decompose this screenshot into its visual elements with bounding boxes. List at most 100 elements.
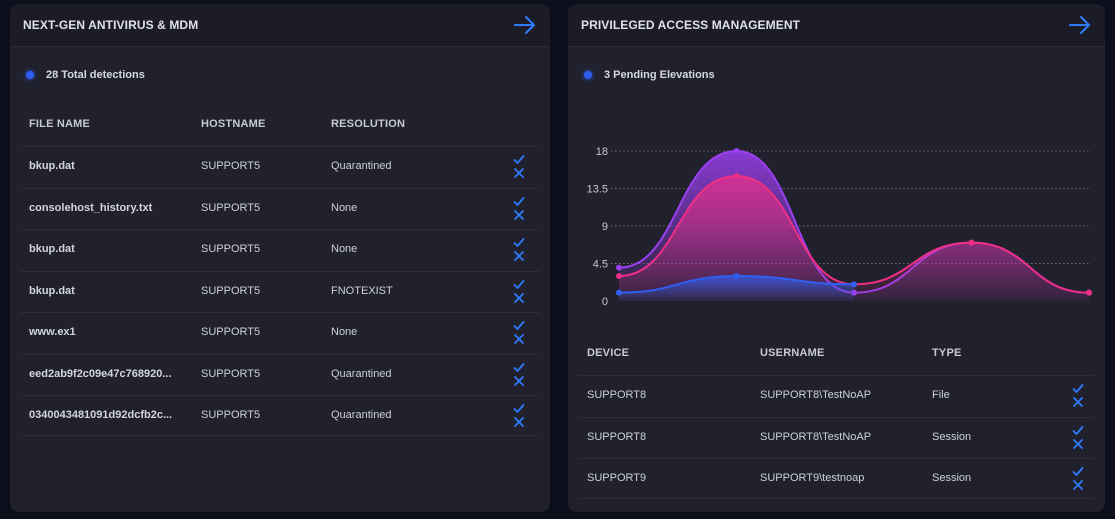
table-row[interactable]: SUPPORT8 SUPPORT8\TestNoAP File bbox=[578, 375, 1095, 416]
close-icon[interactable] bbox=[513, 333, 525, 345]
data-point bbox=[851, 281, 857, 288]
table-row[interactable]: SUPPORT8 SUPPORT8\TestNoAP Session bbox=[578, 416, 1095, 458]
elevations-chart: 0 4.5 9 13.5 18 bbox=[568, 134, 1105, 314]
username-cell: SUPPORT8\TestNoAP bbox=[760, 430, 872, 443]
device-cell: SUPPORT8 bbox=[587, 430, 647, 443]
row-actions bbox=[1072, 425, 1084, 451]
antivirus-card: NEXT-GEN ANTIVIRUS & MDM 28 Total detect… bbox=[10, 4, 550, 512]
table-row[interactable]: eed2ab9f2c09e47c768920... SUPPORT5 Quarant… bbox=[20, 353, 540, 395]
file-name-cell: www.ex1 bbox=[29, 326, 76, 338]
pam-card-header: PRIVILEGED ACCESS MANAGEMENT bbox=[568, 4, 1105, 47]
elevations-summary: 3 Pending Elevations bbox=[584, 68, 715, 82]
table-row[interactable]: bkup.dat SUPPORT5 Quarantined bbox=[20, 146, 540, 187]
data-point bbox=[968, 239, 975, 246]
file-name-cell: consolehost_history.txt bbox=[29, 201, 153, 214]
device-cell: SUPPORT9 bbox=[587, 472, 647, 484]
antivirus-card-header: NEXT-GEN ANTIVIRUS & MDM bbox=[10, 4, 550, 47]
series-area-1 bbox=[619, 176, 1089, 301]
column-header-resolution[interactable]: RESOLUTION bbox=[331, 118, 406, 130]
data-point bbox=[733, 273, 740, 279]
file-name-cell: bkup.dat bbox=[29, 160, 75, 172]
pam-open-arrow-icon[interactable] bbox=[1069, 15, 1091, 35]
resolution-cell: Quarantined bbox=[331, 160, 392, 172]
hostname-cell: SUPPORT5 bbox=[201, 409, 261, 421]
data-point bbox=[733, 173, 740, 179]
close-icon[interactable] bbox=[513, 416, 525, 428]
y-tick-label: 18 bbox=[596, 146, 608, 158]
table-row[interactable]: SUPPORT9 SUPPORT9\testnoap Session bbox=[578, 458, 1095, 499]
pam-card-title: PRIVILEGED ACCESS MANAGEMENT bbox=[581, 18, 801, 32]
antivirus-open-arrow-icon[interactable] bbox=[514, 15, 536, 35]
hostname-cell: SUPPORT5 bbox=[201, 160, 261, 172]
data-point bbox=[616, 289, 622, 296]
y-tick-label: 13.5 bbox=[587, 184, 608, 196]
pending-elevations-count: 3 Pending Elevations bbox=[604, 69, 715, 81]
table-row[interactable]: consolehost_history.txt SUPPORT5 None bbox=[20, 187, 540, 229]
row-actions bbox=[513, 237, 525, 263]
row-actions bbox=[513, 362, 525, 388]
row-actions bbox=[513, 154, 525, 180]
hostname-cell: SUPPORT5 bbox=[201, 201, 261, 214]
column-header-type[interactable]: TYPE bbox=[932, 347, 962, 359]
resolution-cell: None bbox=[331, 326, 358, 338]
file-name-cell: 0340043481091d92dcfb2c... bbox=[29, 409, 173, 421]
series-line-1 bbox=[618, 174, 1090, 294]
hostname-cell: SUPPORT5 bbox=[201, 326, 261, 338]
table-row[interactable]: 0340043481091d92dcfb2c... SUPPORT5 Quarant… bbox=[20, 395, 540, 436]
check-icon[interactable] bbox=[513, 362, 525, 373]
check-icon[interactable] bbox=[1072, 425, 1084, 436]
username-cell: SUPPORT9\testnoap bbox=[760, 472, 865, 484]
close-icon[interactable] bbox=[1072, 438, 1084, 450]
check-icon[interactable] bbox=[1072, 466, 1084, 477]
type-cell: Session bbox=[932, 430, 972, 443]
row-actions bbox=[513, 196, 525, 222]
check-icon[interactable] bbox=[1072, 383, 1084, 394]
check-icon[interactable] bbox=[513, 154, 525, 165]
close-icon[interactable] bbox=[513, 375, 525, 387]
row-actions bbox=[513, 403, 525, 429]
file-name-cell: bkup.dat bbox=[29, 243, 75, 255]
table-row[interactable]: bkup.dat SUPPORT5 None bbox=[20, 229, 540, 270]
resolution-cell: Quarantined bbox=[331, 409, 392, 421]
check-icon[interactable] bbox=[513, 320, 525, 331]
close-icon[interactable] bbox=[513, 167, 525, 179]
check-icon[interactable] bbox=[513, 196, 525, 207]
data-point bbox=[733, 148, 740, 154]
resolution-cell: Quarantined bbox=[331, 367, 392, 380]
resolution-cell: None bbox=[331, 243, 358, 255]
table-row[interactable]: www.ex1 SUPPORT5 None bbox=[20, 312, 540, 353]
column-header-hostname[interactable]: HOSTNAME bbox=[201, 118, 266, 130]
close-icon[interactable] bbox=[513, 250, 525, 262]
close-icon[interactable] bbox=[513, 292, 525, 304]
series-area-2 bbox=[619, 276, 854, 301]
detections-summary: 28 Total detections bbox=[26, 68, 145, 82]
data-point bbox=[1086, 289, 1092, 296]
column-header-username[interactable]: USERNAME bbox=[760, 347, 825, 359]
resolution-cell: FNOTEXIST bbox=[331, 284, 393, 297]
antivirus-card-title: NEXT-GEN ANTIVIRUS & MDM bbox=[23, 18, 199, 32]
table-row[interactable]: bkup.dat SUPPORT5 FNOTEXIST bbox=[20, 270, 540, 312]
file-name-cell: eed2ab9f2c09e47c768920... bbox=[29, 367, 172, 380]
status-dot-icon bbox=[26, 71, 34, 79]
column-header-file-name[interactable]: FILE NAME bbox=[29, 118, 91, 130]
username-cell: SUPPORT8\TestNoAP bbox=[760, 389, 872, 401]
check-icon[interactable] bbox=[513, 279, 525, 290]
row-actions bbox=[1072, 383, 1084, 409]
elevations-chart-svg: 0 4.5 9 13.5 18 bbox=[587, 146, 1092, 308]
type-cell: File bbox=[932, 389, 950, 401]
check-icon[interactable] bbox=[513, 237, 525, 248]
close-icon[interactable] bbox=[513, 209, 525, 221]
data-point bbox=[616, 273, 622, 279]
check-icon[interactable] bbox=[513, 403, 525, 414]
resolution-cell: None bbox=[331, 201, 358, 214]
column-header-device[interactable]: DEVICE bbox=[587, 347, 630, 359]
hostname-cell: SUPPORT5 bbox=[201, 284, 261, 297]
y-tick-label: 0 bbox=[602, 296, 608, 308]
file-name-cell: bkup.dat bbox=[29, 284, 75, 297]
data-point bbox=[616, 264, 622, 271]
hostname-cell: SUPPORT5 bbox=[201, 243, 261, 255]
close-icon[interactable] bbox=[1072, 396, 1084, 408]
close-icon[interactable] bbox=[1072, 479, 1084, 491]
hostname-cell: SUPPORT5 bbox=[201, 367, 261, 380]
detections-count: 28 Total detections bbox=[46, 69, 145, 81]
